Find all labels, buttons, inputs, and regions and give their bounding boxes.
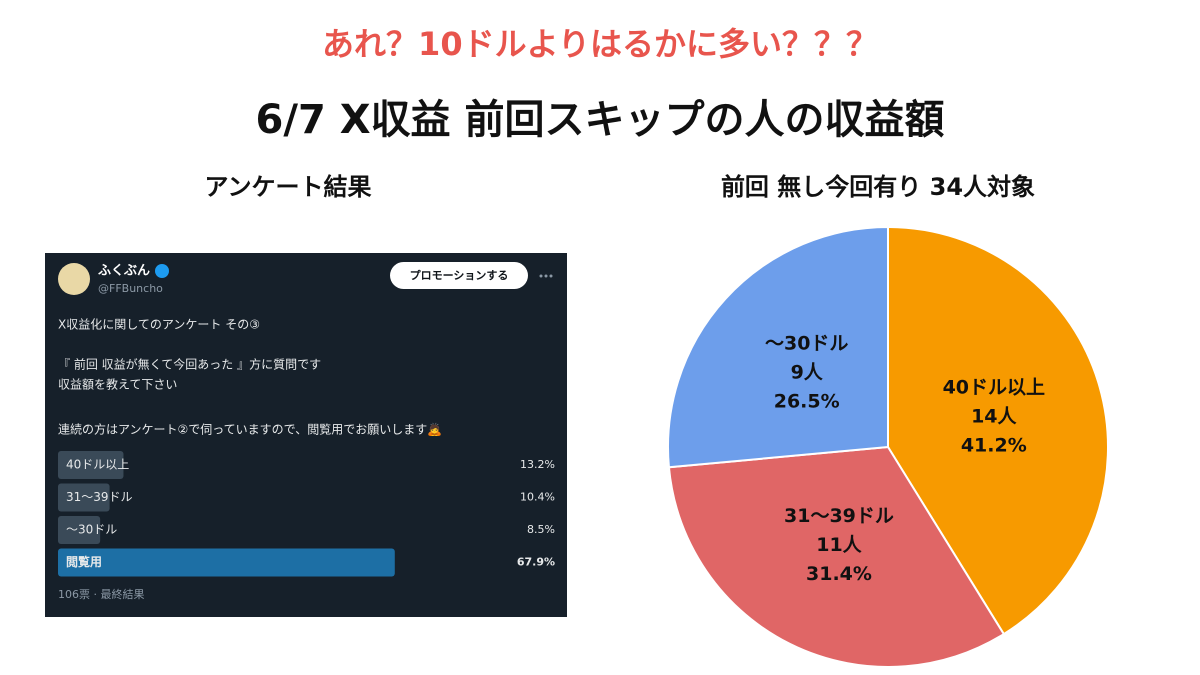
promote-button-label[interactable]: プロモーションする [410,268,509,282]
poll-bar [58,483,110,512]
slice-label: 26.5% [774,390,840,412]
slice-label: 〜30ドル [765,332,848,354]
slice-label: 9人 [791,361,824,383]
poll-value: 8.5% [527,523,555,536]
slice-label: 41.2% [961,434,1027,456]
left-caption: アンケート結果 [204,173,371,201]
poll-bar [58,451,124,479]
title: 6/7 X収益 前回スキップの人の収益額 [256,97,945,143]
poll-option: 閲覧用 [66,554,102,569]
tweet-text: 『 前回 収益が無くて今回あった 』方に質問です [58,357,321,372]
dot [539,274,543,278]
pie-slice [887,225,1109,636]
poll-option: 31〜39ドル [66,490,133,504]
dot [549,274,553,278]
slice-label: 31.4% [806,563,872,585]
slice-label: 11人 [816,534,862,556]
verified-badge [155,264,169,278]
poll-option: 40ドル以上 [66,458,129,472]
poll-value: 13.2% [520,458,555,471]
slice-label: 14人 [971,405,1017,427]
slice-label: 31〜39ドル [784,505,894,527]
poll-value: 67.9% [517,556,555,569]
poll-bar [58,516,101,544]
pie-slice [667,445,1006,669]
poll-footer: 106票 · 最終結果 [58,587,145,601]
poll-option: 〜30ドル [66,523,117,537]
poll-bar [58,548,395,577]
poll-value: 10.4% [520,491,555,504]
pie-chart: 40ドル以上 14人 41.2% 31〜39ドル 11人 31.4% 〜30ドル 9人 26.5… [667,225,1109,669]
tweet-text: 連続の方はアンケート②で伺っていますので、閲覧用でお願いします🙇 [58,422,442,437]
chart-title: 前回 無し今回有り 34人対象 [721,173,1035,201]
pie-slice [667,225,889,469]
more-menu[interactable] [539,274,553,278]
slice-label: 40ドル以上 [943,376,1045,398]
promote-button[interactable] [390,262,528,289]
dot [544,274,548,278]
avatar[interactable] [58,263,90,295]
tweet: ふくぶん @FFBuncho プロモーションする X収益化に関してのアンケート … [45,253,567,617]
display-name[interactable]: ふくぶん [98,264,150,279]
tweet-text: X収益化に関してのアンケート その③ [58,318,260,332]
headline: あれ？10ドルよりはるかに多い？？？ [322,25,878,63]
handle[interactable]: @FFBuncho [98,282,163,295]
tweet-text: 収益額を教えて下さい [58,377,177,392]
